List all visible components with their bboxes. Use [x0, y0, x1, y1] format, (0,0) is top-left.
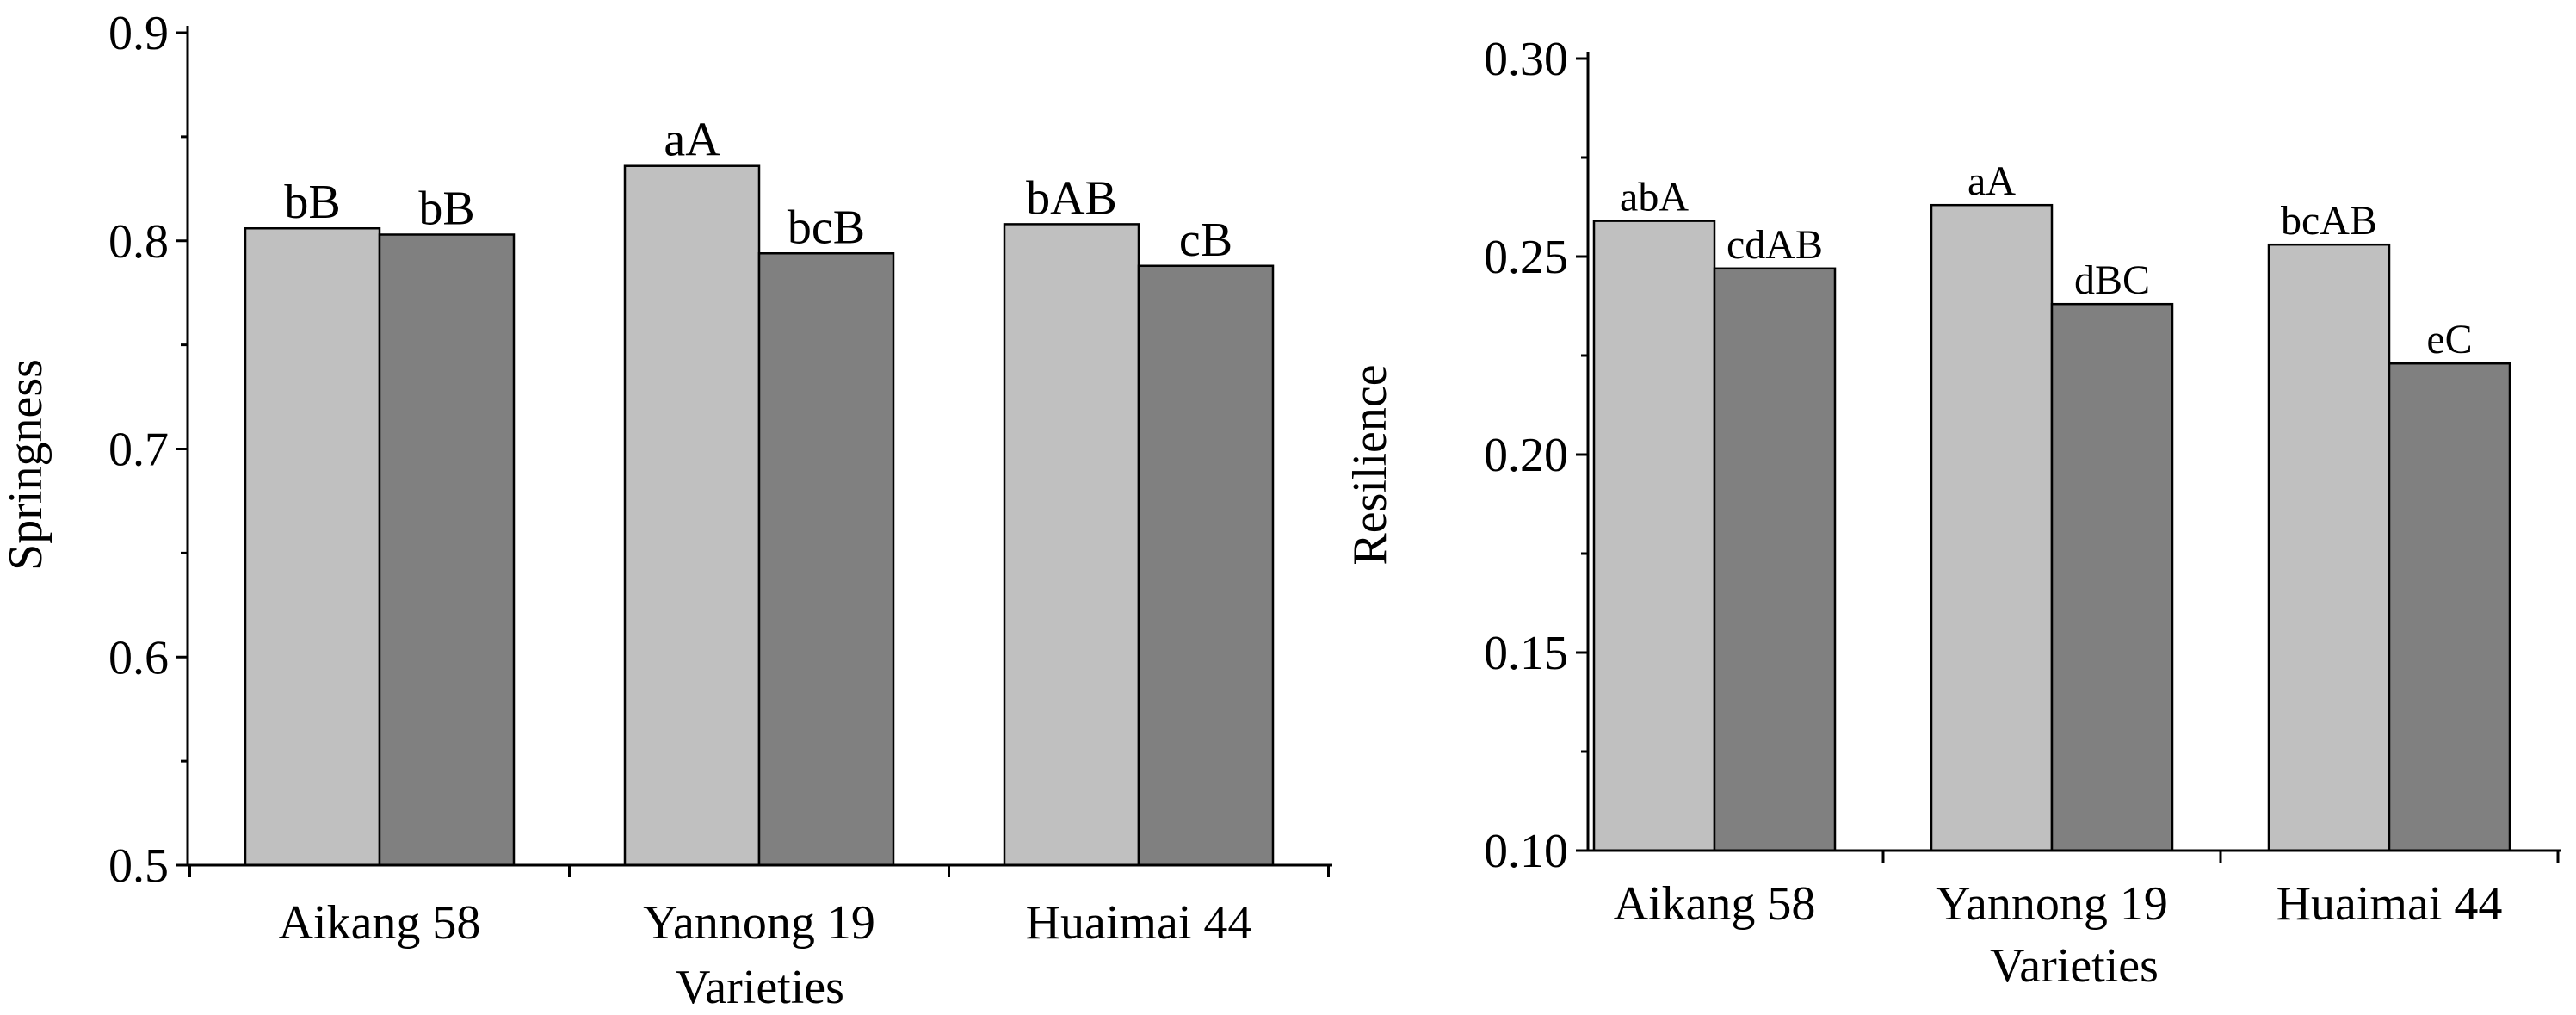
- x-category-label: Huaimai 44: [2276, 877, 2503, 931]
- bar-huaimai-44-series-2: [1137, 264, 1275, 867]
- bar-data-label: cB: [1179, 214, 1232, 267]
- x-category-label: Huaimai 44: [1026, 896, 1252, 950]
- y-tick-label: 0.8: [108, 215, 169, 269]
- y-tick-label: 0.6: [108, 631, 169, 684]
- y-tick-label: 0.15: [1484, 627, 1568, 680]
- y-tick-label: 0.25: [1484, 231, 1568, 284]
- y-tick-label: 0.5: [108, 839, 169, 893]
- y-tick-label: 0.9: [108, 7, 169, 60]
- bar-yannong-19-series-1: [623, 164, 761, 867]
- y-tick-label: 0.10: [1484, 825, 1568, 878]
- x-axis-title: Varieties: [676, 961, 844, 1014]
- bar-data-label: abA: [1620, 175, 1689, 220]
- x-category-label: Aikang 58: [1614, 877, 1816, 931]
- x-category-label: Aikang 58: [279, 896, 481, 950]
- y-tick-label: 0.30: [1484, 33, 1568, 86]
- bar-aikang-58-series-1: [1592, 220, 1716, 852]
- bar-aikang-58-series-2: [1713, 267, 1837, 852]
- bar-data-label: cdAB: [1727, 222, 1823, 268]
- bar-yannong-19-series-2: [757, 252, 895, 867]
- bar-aikang-58-series-1: [244, 226, 381, 867]
- springness-panel: bB aA bAB bB bcB cB 0.5 0.6 0.7 0.8 0.9 Aikang 58 Ya…: [0, 7, 1332, 1014]
- bar-data-label: bB: [284, 176, 340, 229]
- bar-data-label: bcB: [788, 201, 865, 254]
- bar-data-label: aA: [664, 114, 720, 167]
- bar-huaimai-44-series-1: [1003, 223, 1140, 867]
- bar-data-label: aA: [1968, 158, 2016, 204]
- bar-data-label: bB: [418, 182, 474, 235]
- x-axis-title: Varieties: [1990, 939, 2159, 993]
- y-tick-label: 0.7: [108, 424, 169, 477]
- y-tick-label: 0.20: [1484, 429, 1568, 482]
- x-category-label: Yannong 19: [643, 896, 875, 950]
- resilience-panel: abA aA bcAB cdAB dBC eC 0.10 0.15 0.20 0.25 0.30 Ai…: [1344, 33, 2561, 993]
- bar-huaimai-44-series-2: [2388, 362, 2511, 852]
- bar-aikang-58-series-2: [378, 233, 516, 867]
- bar-data-label: bcAB: [2281, 198, 2377, 244]
- bar-huaimai-44-series-1: [2267, 243, 2391, 852]
- y-axis-title: Springness: [0, 359, 53, 571]
- y-axis-title: Resilience: [1344, 364, 1397, 565]
- x-category-label: Yannong 19: [1936, 877, 2168, 931]
- bar-yannong-19-series-1: [1930, 203, 2054, 852]
- bar-data-label: bAB: [1026, 171, 1117, 225]
- bar-data-label: dBC: [2074, 257, 2150, 303]
- bar-data-label: eC: [2426, 317, 2472, 362]
- bar-yannong-19-series-2: [2050, 302, 2174, 852]
